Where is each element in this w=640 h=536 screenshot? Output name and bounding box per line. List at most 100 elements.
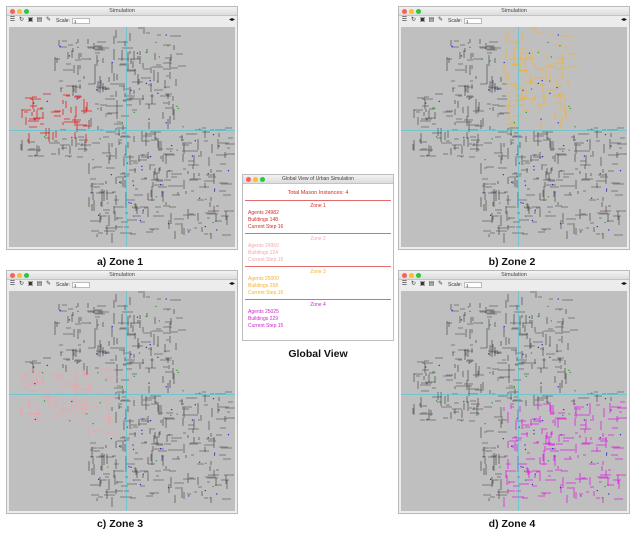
refresh-icon[interactable]: ↻ xyxy=(410,17,417,23)
refresh-icon[interactable]: ↻ xyxy=(18,281,25,287)
scale-input[interactable]: 1 xyxy=(71,281,90,288)
resize-arrows-icon[interactable]: ◂▸ xyxy=(228,281,235,287)
minimize-button[interactable] xyxy=(17,9,22,14)
zone-block-3: Zone 3 Agents 25000 Buildings 258 Curren… xyxy=(245,266,391,299)
total-instances: Total Mason Instances: 4 xyxy=(287,190,349,196)
wrench-icon[interactable]: ✎ xyxy=(45,17,52,23)
simulation-canvas[interactable] xyxy=(401,291,627,511)
zoom-button[interactable] xyxy=(24,9,29,14)
close-button[interactable] xyxy=(10,9,15,14)
zone-buildings: Buildings 148 xyxy=(248,217,279,223)
layers-icon[interactable]: ☰ xyxy=(9,281,16,287)
caption-zone4: d) Zone 4 xyxy=(488,518,536,530)
scale-input[interactable]: 1 xyxy=(71,17,90,24)
chart-icon[interactable]: ▤ xyxy=(36,281,43,287)
scale-label: Scale: xyxy=(56,17,70,24)
zone-name: Zone 4 xyxy=(310,302,326,308)
minimize-button[interactable] xyxy=(409,9,414,14)
close-button[interactable] xyxy=(10,273,15,278)
road-network xyxy=(20,27,235,243)
wrench-icon[interactable]: ✎ xyxy=(437,281,444,287)
simulation-window-zone1: Simulation ☰ ↻ ▣ ▤ ✎ Scale: 1 ◂▸ xyxy=(6,6,238,250)
wrench-icon[interactable]: ✎ xyxy=(45,281,52,287)
zone-buildings: Buildings 124 xyxy=(248,250,279,256)
window-titlebar[interactable]: Simulation xyxy=(7,271,237,280)
simulation-window-zone3: Simulation ☰ ↻ ▣ ▤ ✎ Scale: 1 ◂▸ xyxy=(6,270,238,514)
sim-toolbar: ☰ ↻ ▣ ▤ ✎ Scale: 1 ◂▸ xyxy=(399,280,629,289)
zone-highlight-roads xyxy=(503,401,627,507)
zone-boundary-lines xyxy=(9,27,235,247)
wrench-icon[interactable]: ✎ xyxy=(437,17,444,23)
caption-zone2: b) Zone 2 xyxy=(488,256,536,268)
scale-label: Scale: xyxy=(448,17,462,24)
zoom-button[interactable] xyxy=(24,273,29,278)
refresh-icon[interactable]: ↻ xyxy=(18,17,25,23)
zone-boundary-lines xyxy=(9,291,235,511)
sim-toolbar: ☰ ↻ ▣ ▤ ✎ Scale: 1 ◂▸ xyxy=(399,16,629,25)
zone-highlight-roads xyxy=(503,27,578,130)
zoom-button[interactable] xyxy=(260,177,265,182)
sim-toolbar: ☰ ↻ ▣ ▤ ✎ Scale: 1 ◂▸ xyxy=(7,280,237,289)
resize-arrows-icon[interactable]: ◂▸ xyxy=(228,17,235,23)
scale-label: Scale: xyxy=(56,281,70,288)
camera-icon[interactable]: ▣ xyxy=(27,17,34,23)
scale-label: Scale: xyxy=(448,281,462,288)
minimize-button[interactable] xyxy=(253,177,258,182)
road-network xyxy=(412,39,627,243)
city-map xyxy=(401,27,627,247)
window-titlebar[interactable]: Simulation xyxy=(7,7,237,16)
caption-zone1: a) Zone 1 xyxy=(96,256,144,268)
scale-input[interactable]: 1 xyxy=(463,17,482,24)
camera-icon[interactable]: ▣ xyxy=(27,281,34,287)
layers-icon[interactable]: ☰ xyxy=(401,17,408,23)
layers-icon[interactable]: ☰ xyxy=(401,281,408,287)
layers-icon[interactable]: ☰ xyxy=(9,17,16,23)
zoom-button[interactable] xyxy=(416,9,421,14)
zone-step: Current Step 16 xyxy=(248,224,284,230)
resize-arrows-icon[interactable]: ◂▸ xyxy=(620,17,627,23)
zone-name: Zone 3 xyxy=(310,269,326,275)
city-map xyxy=(9,27,235,247)
road-network xyxy=(412,291,624,501)
window-titlebar[interactable]: Global View of Urban Simulation xyxy=(243,175,393,184)
close-button[interactable] xyxy=(402,273,407,278)
zone-name: Zone 2 xyxy=(310,236,326,242)
zone-block-4: Zone 4 Agents 25025 Buildings 229 Curren… xyxy=(245,299,391,332)
simulation-canvas[interactable] xyxy=(401,27,627,247)
close-button[interactable] xyxy=(402,9,407,14)
zone-step: Current Step 16 xyxy=(248,257,284,263)
caption-zone3: c) Zone 3 xyxy=(96,518,144,530)
city-map xyxy=(9,291,235,511)
minimize-button[interactable] xyxy=(409,273,414,278)
zone-buildings: Buildings 229 xyxy=(248,316,279,322)
zoom-button[interactable] xyxy=(416,273,421,278)
scale-input[interactable]: 1 xyxy=(463,281,482,288)
zone-block-2: Zone 2 Agents 24950 Buildings 124 Curren… xyxy=(245,233,391,266)
zone-agents: Agents 24982 xyxy=(248,210,279,216)
refresh-icon[interactable]: ↻ xyxy=(410,281,417,287)
chart-icon[interactable]: ▤ xyxy=(36,17,43,23)
window-titlebar[interactable]: Simulation xyxy=(399,271,629,280)
zone-highlight-roads xyxy=(21,93,92,144)
chart-icon[interactable]: ▤ xyxy=(428,17,435,23)
window-title: Simulation xyxy=(501,272,527,278)
zone-step: Current Step 16 xyxy=(248,290,284,296)
minimize-button[interactable] xyxy=(17,273,22,278)
zone-block-1: Zone 1 Agents 24982 Buildings 148 Curren… xyxy=(245,200,391,233)
agent-markers xyxy=(425,34,621,235)
simulation-window-zone2: Simulation ☰ ↻ ▣ ▤ ✎ Scale: 1 ◂▸ xyxy=(398,6,630,250)
simulation-canvas[interactable] xyxy=(9,291,235,511)
camera-icon[interactable]: ▣ xyxy=(419,17,426,23)
window-title: Simulation xyxy=(501,8,527,14)
agent-markers xyxy=(425,298,621,499)
simulation-canvas[interactable] xyxy=(9,27,235,247)
zone-step: Current Step 15 xyxy=(248,323,284,329)
caption-global-view: Global View xyxy=(288,348,348,360)
camera-icon[interactable]: ▣ xyxy=(419,281,426,287)
zone-name: Zone 1 xyxy=(310,203,326,209)
resize-arrows-icon[interactable]: ◂▸ xyxy=(620,281,627,287)
close-button[interactable] xyxy=(246,177,251,182)
chart-icon[interactable]: ▤ xyxy=(428,281,435,287)
window-titlebar[interactable]: Simulation xyxy=(399,7,629,16)
zone-boundary-lines xyxy=(401,291,627,511)
